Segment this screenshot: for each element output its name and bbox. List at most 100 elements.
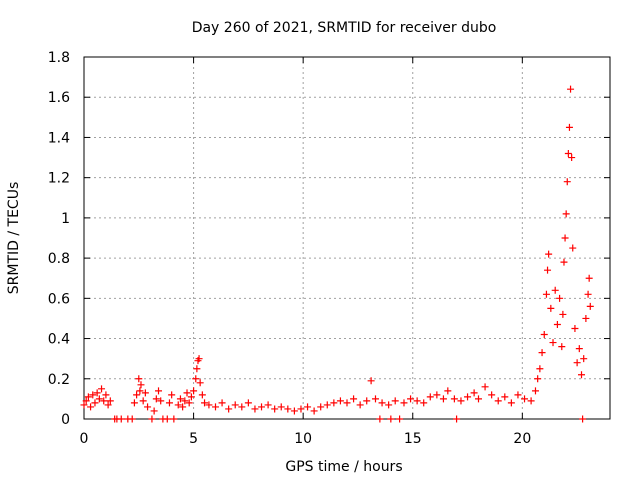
data-point (559, 310, 567, 318)
data-point (420, 399, 428, 407)
data-point (453, 415, 461, 423)
data-point (444, 387, 452, 395)
data-point (367, 377, 375, 385)
x-tick-label: 20 (513, 431, 531, 447)
y-tick-label: 0.6 (48, 291, 70, 307)
data-point (376, 415, 384, 423)
data-point (571, 325, 579, 332)
data-point (297, 405, 305, 413)
data-point (174, 401, 182, 409)
data-point (258, 403, 266, 411)
data-point (540, 331, 548, 339)
data-point (201, 399, 209, 407)
data-point (407, 395, 415, 403)
data-point (563, 178, 571, 186)
data-point (567, 85, 575, 93)
data-point (464, 393, 472, 401)
x-tick-label: 10 (294, 431, 312, 447)
x-axis-tick-labels: 0 5 10 15 20 (80, 431, 532, 447)
data-point (238, 403, 246, 411)
data-point (363, 397, 371, 405)
data-point (89, 391, 97, 399)
data-point (545, 250, 553, 258)
data-point (165, 399, 173, 407)
plot-frame (83, 56, 611, 420)
data-point (350, 395, 358, 403)
data-point (91, 399, 99, 407)
data-point (536, 365, 544, 373)
data-point (582, 314, 590, 322)
y-tick-label: 1.4 (48, 130, 70, 146)
data-point (82, 397, 90, 405)
data-point (580, 355, 588, 363)
data-point (168, 391, 176, 399)
data-point (488, 391, 496, 399)
data-point (371, 395, 379, 403)
data-point (575, 345, 583, 353)
data-point (198, 391, 206, 399)
data-point (531, 387, 539, 395)
y-tick-label: 1 (61, 211, 70, 227)
data-point (538, 349, 546, 357)
data-point (137, 381, 145, 389)
data-point (163, 415, 171, 423)
data-point (176, 395, 184, 403)
data-point (494, 397, 502, 405)
data-point (271, 405, 279, 413)
y-tick-label: 0.4 (48, 332, 70, 348)
data-point (391, 397, 399, 405)
data-point (501, 393, 509, 401)
data-point (155, 387, 163, 395)
data-point (534, 375, 542, 383)
data-point (330, 399, 338, 407)
data-point (264, 401, 272, 409)
data-point (80, 401, 88, 409)
data-point (426, 393, 434, 401)
y-axis-label: SRMTID / TECUs (6, 182, 22, 295)
data-point (586, 302, 594, 310)
data-point (565, 123, 573, 131)
data-point (439, 395, 447, 403)
data-point (195, 355, 203, 363)
data-point (343, 399, 351, 407)
data-point (400, 399, 408, 407)
data-point (553, 320, 561, 328)
data-point (317, 403, 325, 411)
data-point (181, 397, 189, 405)
data-point (578, 371, 586, 379)
data-point (561, 234, 569, 242)
data-point (148, 415, 156, 423)
data-point (556, 294, 564, 302)
data-point (560, 258, 568, 266)
data-point (514, 391, 522, 399)
data-point (542, 290, 550, 298)
y-tick-label: 0 (61, 412, 70, 428)
data-point (104, 401, 112, 409)
y-tick-label: 0.8 (48, 251, 70, 267)
x-tick-label: 5 (189, 431, 198, 447)
data-point (450, 395, 458, 403)
data-point (356, 401, 364, 409)
grid (84, 57, 610, 419)
data-point (584, 290, 592, 298)
data-point (136, 387, 144, 395)
data-point (551, 286, 559, 294)
data-point (185, 399, 193, 407)
x-axis-label: GPS time / hours (285, 459, 402, 475)
data-point (481, 383, 489, 391)
data-point (470, 389, 478, 397)
data-point (507, 399, 515, 407)
data-point (170, 415, 178, 423)
x-tick-label: 15 (404, 431, 422, 447)
data-point (385, 401, 393, 409)
data-point (157, 397, 165, 405)
y-tick-label: 0.2 (48, 372, 70, 388)
data-point (130, 399, 138, 407)
data-point (150, 407, 158, 415)
data-point (457, 397, 465, 405)
data-point (225, 405, 233, 413)
data-point (244, 399, 252, 407)
data-point (284, 405, 292, 413)
data-point (579, 415, 587, 423)
data-point (585, 274, 593, 282)
